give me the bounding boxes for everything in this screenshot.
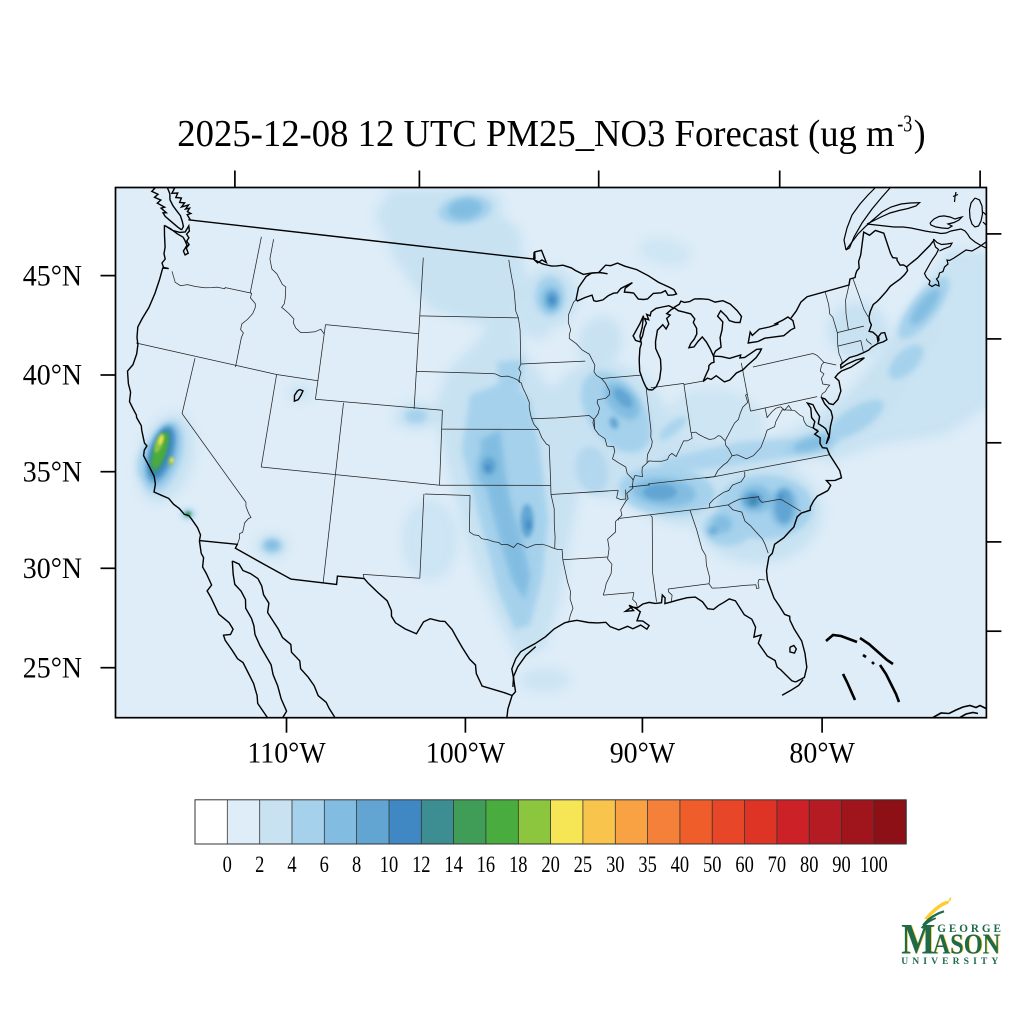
svg-text:80: 80 bbox=[800, 853, 818, 877]
svg-text:M: M bbox=[902, 914, 936, 963]
svg-text:35°N: 35°N bbox=[23, 456, 82, 489]
svg-text:GEORGE: GEORGE bbox=[937, 923, 1004, 935]
svg-text:6: 6 bbox=[320, 853, 329, 877]
svg-text:-3: -3 bbox=[897, 110, 912, 137]
svg-text:20: 20 bbox=[541, 853, 559, 877]
svg-text:80°W: 80°W bbox=[789, 737, 855, 770]
svg-text:50: 50 bbox=[703, 853, 721, 877]
svg-text:25: 25 bbox=[574, 853, 592, 877]
svg-text:16: 16 bbox=[477, 853, 495, 877]
svg-text:2025-12-08 12 UTC PM25_NO3 For: 2025-12-08 12 UTC PM25_NO3 Forecast (ug … bbox=[177, 113, 894, 155]
svg-text:12: 12 bbox=[412, 853, 430, 877]
svg-text:100°W: 100°W bbox=[426, 737, 506, 770]
svg-text:8: 8 bbox=[352, 853, 361, 877]
svg-text:18: 18 bbox=[509, 853, 527, 877]
svg-text:45°N: 45°N bbox=[23, 259, 82, 292]
svg-text:10: 10 bbox=[380, 853, 398, 877]
svg-text:M: M bbox=[901, 914, 935, 963]
svg-text:40°N: 40°N bbox=[23, 359, 82, 392]
svg-text:2: 2 bbox=[255, 853, 264, 877]
svg-text:70: 70 bbox=[768, 853, 786, 877]
svg-text:4: 4 bbox=[287, 853, 297, 877]
svg-text:UNIVERSITY: UNIVERSITY bbox=[901, 956, 1002, 967]
svg-text:ASON: ASON bbox=[933, 928, 1001, 960]
svg-text:30: 30 bbox=[606, 853, 624, 877]
svg-text:25°N: 25°N bbox=[23, 652, 82, 685]
svg-text:40: 40 bbox=[671, 853, 689, 877]
svg-text:60: 60 bbox=[735, 853, 753, 877]
svg-text:90°W: 90°W bbox=[610, 737, 676, 770]
svg-text:14: 14 bbox=[444, 853, 463, 877]
svg-text:110°W: 110°W bbox=[247, 737, 326, 770]
svg-text:0: 0 bbox=[223, 853, 232, 877]
svg-text:30°N: 30°N bbox=[23, 552, 82, 585]
svg-text:): ) bbox=[914, 112, 926, 155]
svg-text:35: 35 bbox=[638, 853, 656, 877]
svg-text:100: 100 bbox=[860, 853, 888, 877]
svg-text:90: 90 bbox=[832, 853, 850, 877]
svg-text:ASON: ASON bbox=[933, 928, 1001, 960]
